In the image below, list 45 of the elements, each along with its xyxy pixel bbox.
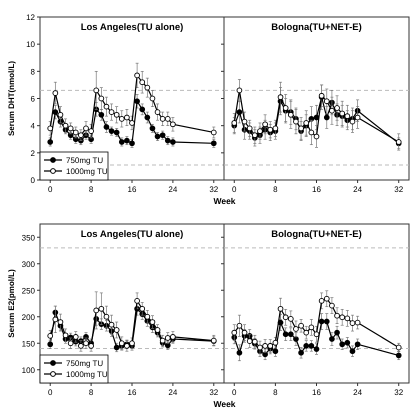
y-tick-label: 8	[30, 67, 36, 76]
y-axis-title: Serum E2(pmol/L)	[7, 268, 16, 338]
x-tick-label: 16	[312, 185, 322, 194]
x-tick-label: 24	[353, 185, 363, 194]
x-tick-label: 16	[128, 388, 137, 397]
x-tick-label: 32	[209, 185, 219, 194]
x-tick-label: 32	[394, 185, 404, 194]
x-axis-title: Week	[213, 196, 236, 206]
y-tick-label: 100	[22, 366, 36, 375]
text: Bologna(TU+NET-E)	[271, 22, 362, 33]
x-tick-label: 8	[88, 185, 94, 194]
y-tick-label: 0	[30, 176, 36, 185]
legend-label: 750mg TU	[66, 359, 104, 368]
legend-label: 1000mg TU	[66, 370, 108, 379]
x-tick-label: 0	[48, 388, 53, 397]
y-tick-label: 2	[30, 148, 36, 158]
text: Bologna(TU+NET-E)	[271, 229, 362, 240]
x-tick-label: 0	[232, 185, 238, 194]
x-tick-label: 24	[353, 388, 363, 397]
x-tick-label: 24	[168, 185, 178, 194]
x-tick-label: 32	[209, 388, 219, 397]
y-tick-label: 350	[22, 233, 36, 242]
legend-label: 1000mg TU	[66, 167, 108, 176]
y-tick-label: 10	[26, 40, 36, 50]
x-tick-label: 8	[273, 185, 278, 194]
x-tick-label: 0	[48, 185, 53, 194]
x-tick-label: 16	[312, 388, 322, 397]
legend-label: 750mg TU	[66, 156, 104, 165]
text: Los Angeles(TU alone)	[80, 229, 184, 240]
y-tick-label: 6	[30, 94, 36, 104]
x-tick-label: 16	[128, 185, 137, 194]
y-tick-label: 300	[22, 260, 36, 269]
y-tick-label: 12	[26, 13, 36, 22]
x-tick-label: 32	[394, 388, 404, 397]
x-tick-label: 8	[88, 388, 94, 397]
x-tick-label: 24	[168, 388, 178, 397]
x-axis-title: Week	[213, 399, 236, 409]
y-tick-label: 4	[30, 122, 36, 131]
y-tick-label: 150	[22, 339, 36, 348]
y-tick-label: 250	[22, 286, 36, 296]
x-tick-label: 0	[232, 388, 238, 397]
y-axis-title: Serum DHT(nmol/L)	[7, 60, 16, 136]
text: Los Angeles(TU alone)	[80, 22, 184, 33]
y-tick-label: 200	[22, 312, 36, 322]
x-tick-label: 8	[273, 388, 278, 397]
